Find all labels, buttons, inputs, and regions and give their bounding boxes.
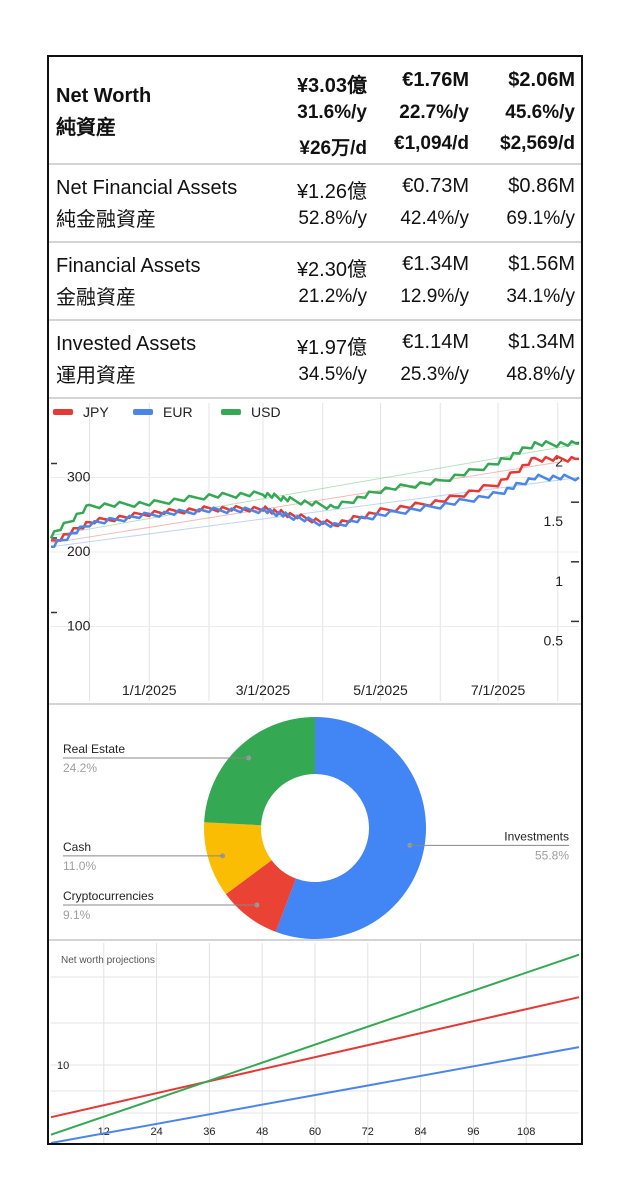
total-eur: €1.76M	[402, 69, 469, 91]
allocation-donut-chart: Investments 55.8% Cryptocurrencies 9.1% Cash…	[63, 717, 569, 939]
trend-line-eur	[50, 477, 580, 548]
y-right-tick-label: 2	[555, 454, 563, 470]
series-line-usd	[49, 440, 580, 539]
donut-slice-real-estate	[204, 717, 315, 826]
rate-jpy: 31.6%/y	[297, 102, 367, 123]
dashboard-frame: Net Worth 純資産 ¥3.03億 €1.76M $2.06M 31.6%…	[47, 55, 583, 1145]
row-label-en: Invested Assets	[56, 333, 197, 355]
rate-jpy: 21.2%/y	[298, 286, 367, 307]
y-tick-label: 10	[57, 1060, 69, 1072]
total-eur: €1.14M	[402, 331, 469, 353]
total-usd: $1.34M	[508, 331, 575, 353]
chart-title: Net worth projections	[61, 955, 155, 966]
slice-percent: 9.1%	[63, 908, 91, 922]
projection-chart-panel: Net worth projections 10 12 24 36 48 60 72 84 96 1…	[49, 939, 581, 1143]
x-tick-label: 72	[362, 1126, 374, 1138]
total-eur: €0.73M	[402, 175, 469, 197]
rate-usd: 45.6%/y	[505, 102, 575, 123]
row-label-en: Net Financial Assets	[56, 177, 238, 199]
y-right-tick-label: 0.5	[544, 632, 564, 648]
x-tick-label: 24	[150, 1126, 162, 1138]
rate-eur: 22.7%/y	[399, 102, 469, 123]
projection-line	[50, 953, 580, 1136]
rate-usd: 34.1%/y	[506, 286, 575, 307]
legend-label-eur: EUR	[163, 404, 193, 420]
total-jpy: ¥2.30億	[296, 259, 367, 281]
legend-label-usd: USD	[251, 404, 281, 420]
row-label-ja: 純資産	[56, 117, 116, 139]
x-tick-label: 7/1/2025	[471, 682, 526, 698]
rate-usd: 69.1%/y	[506, 208, 575, 229]
total-jpy: ¥1.97億	[296, 337, 367, 359]
x-tick-label: 1/1/2025	[122, 682, 177, 698]
daily-jpy: ¥26万/d	[299, 138, 367, 159]
legend-swatch-jpy	[53, 409, 73, 415]
row-divider	[49, 163, 581, 165]
y-right-tick-label: 1.5	[544, 513, 564, 529]
rate-eur: 42.4%/y	[400, 208, 469, 229]
y-left-tick-label: 100	[67, 618, 91, 634]
trend-line-usd	[50, 443, 580, 537]
x-tick-label: 12	[98, 1126, 110, 1138]
daily-eur: €1,094/d	[394, 133, 469, 154]
summary-row-net-financial-assets: Net Financial Assets 純金融資産 ¥1.26億 €0.73M…	[49, 165, 581, 241]
slice-label: Cash	[63, 840, 91, 854]
rate-jpy: 34.5%/y	[298, 364, 367, 385]
currency-line-chart-panel: 100 200 300 0.5 1 1.5 2 1/1/2025 3/1/2025 5/1/202…	[49, 397, 581, 705]
net-worth-projection-chart: Net worth projections 10 12 24 36 48 60 72 84 96 1…	[50, 943, 580, 1143]
total-jpy: ¥1.26億	[296, 181, 367, 203]
row-label-en: Financial Assets	[56, 255, 201, 277]
legend-swatch-eur	[133, 409, 153, 415]
summary-row-invested-assets: Invested Assets 運用資産 ¥1.97億 €1.14M $1.34…	[49, 321, 581, 397]
x-tick-label: 5/1/2025	[353, 682, 408, 698]
currency-line-chart: 100 200 300 0.5 1 1.5 2 1/1/2025 3/1/2025 5/1/202…	[49, 403, 580, 701]
row-label-ja: 純金融資産	[56, 209, 156, 231]
y-left-tick-label: 200	[67, 543, 91, 559]
slice-label: Real Estate	[63, 742, 125, 756]
x-tick-label: 3/1/2025	[236, 682, 291, 698]
x-tick-label: 36	[203, 1126, 215, 1138]
total-eur: €1.34M	[402, 253, 469, 275]
x-tick-label: 96	[467, 1126, 479, 1138]
total-usd: $1.56M	[508, 253, 575, 275]
donut-slice-cash	[204, 822, 272, 895]
total-usd: $2.06M	[508, 69, 575, 91]
donut-slice-cryptocurrencies	[225, 860, 296, 932]
daily-usd: $2,569/d	[500, 133, 575, 154]
x-tick-label: 48	[256, 1126, 268, 1138]
rate-jpy: 52.8%/y	[298, 208, 367, 229]
series-line-jpy	[51, 454, 579, 542]
donut-slice-investments	[275, 717, 427, 939]
summary-row-net-worth: Net Worth 純資産 ¥3.03億 €1.76M $2.06M 31.6%…	[49, 57, 581, 163]
total-jpy: ¥3.03億	[296, 75, 367, 97]
x-tick-label: 84	[414, 1126, 426, 1138]
y-right-tick-label: 1	[555, 573, 563, 589]
rate-eur: 25.3%/y	[400, 364, 469, 385]
slice-percent: 11.0%	[63, 859, 96, 873]
row-label-en: Net Worth	[56, 85, 152, 107]
slice-label: Investments	[504, 829, 569, 843]
allocation-donut-panel: Investments 55.8% Cryptocurrencies 9.1% Cash…	[49, 703, 581, 941]
y-left-tick-label: 300	[67, 469, 91, 485]
row-divider	[49, 319, 581, 321]
projection-line	[50, 1046, 580, 1143]
slice-label: Cryptocurrencies	[63, 889, 154, 903]
total-usd: $0.86M	[508, 175, 575, 197]
row-divider	[49, 241, 581, 243]
row-label-ja: 運用資産	[56, 365, 136, 387]
legend-label-jpy: JPY	[83, 404, 109, 420]
x-tick-label: 108	[517, 1126, 535, 1138]
slice-percent: 24.2%	[63, 761, 97, 775]
x-tick-label: 60	[309, 1126, 321, 1138]
series-line-eur	[50, 473, 580, 549]
projection-line	[50, 996, 580, 1119]
slice-percent: 55.8%	[535, 848, 569, 862]
summary-row-financial-assets: Financial Assets 金融資産 ¥2.30億 €1.34M $1.5…	[49, 243, 581, 319]
rate-eur: 12.9%/y	[400, 286, 469, 307]
rate-usd: 48.8%/y	[506, 364, 575, 385]
legend-swatch-usd	[221, 409, 241, 415]
row-label-ja: 金融資産	[56, 287, 136, 309]
